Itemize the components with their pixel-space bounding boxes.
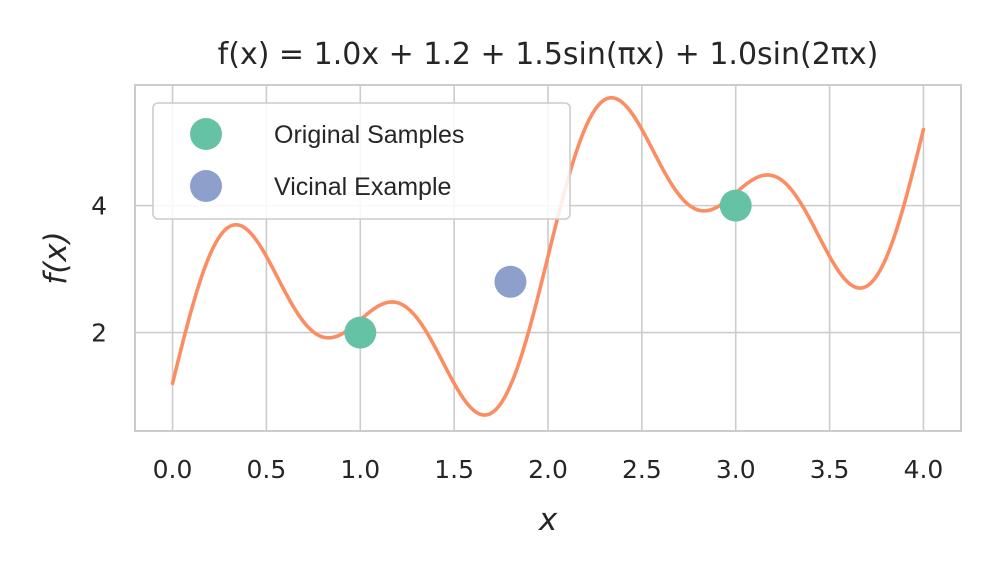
legend-box	[152, 102, 571, 220]
curve-layer	[170, 95, 926, 417]
y-tick-label: 2	[91, 319, 107, 348]
x-axis-label: x	[538, 502, 558, 538]
x-tick-label: 1.5	[434, 455, 474, 484]
x-tick-label: 4.0	[904, 455, 944, 484]
legend-marker-original-samples	[190, 118, 222, 150]
original-sample-point	[719, 189, 752, 222]
original-sample-point	[344, 316, 377, 349]
vicinal-example-point	[494, 265, 527, 298]
chart-title: f(x) = 1.0x + 1.2 + 1.5sin(πx) + 1.0sin(…	[218, 37, 879, 72]
tick-labels: 0.0 0.5 1.0 1.5 2.0 2.5 3.0 3.5 4.0 2 4	[91, 192, 943, 484]
function-curve	[170, 95, 926, 417]
x-tick-label: 1.0	[340, 455, 380, 484]
plot-frame	[134, 84, 962, 432]
y-axis-label: f(x)	[38, 231, 74, 284]
x-tick-label: 3.5	[810, 455, 850, 484]
y-tick-label: 4	[91, 192, 107, 221]
x-tick-label: 0.0	[153, 455, 193, 484]
x-tick-label: 2.0	[528, 455, 568, 484]
legend-label-vicinal-example: Vicinal Example	[274, 173, 451, 201]
x-tick-label: 3.0	[716, 455, 756, 484]
legend-marker-vicinal-example	[190, 170, 222, 202]
legend-label-original-samples: Original Samples	[274, 121, 464, 149]
x-tick-label: 2.5	[622, 455, 662, 484]
x-tick-label: 0.5	[247, 455, 287, 484]
points-layer	[344, 189, 752, 349]
legend: Original Samples Vicinal Example	[152, 102, 571, 220]
